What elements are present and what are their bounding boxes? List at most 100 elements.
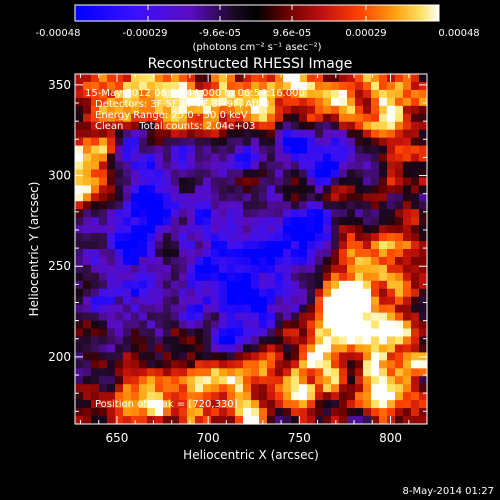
heatmap-cell: [227, 217, 236, 226]
heatmap-cell: [195, 121, 204, 131]
heatmap-cell: [275, 328, 284, 338]
heatmap-cell: [395, 113, 404, 123]
heatmap-cell: [107, 384, 116, 393]
heatmap-cell: [411, 105, 420, 115]
heatmap-cell: [83, 296, 92, 306]
heatmap-cell: [139, 97, 148, 107]
heatmap-cell: [307, 312, 316, 322]
heatmap-cell: [179, 193, 188, 202]
heatmap-cell: [411, 225, 420, 234]
heatmap-cell: [299, 408, 308, 417]
heatmap-cell: [83, 121, 92, 131]
heatmap-cell: [139, 344, 148, 353]
heatmap-cell: [339, 105, 348, 115]
heatmap-cell: [131, 241, 140, 250]
heatmap-cell: [331, 201, 340, 210]
heatmap-cell: [91, 408, 100, 417]
heatmap-cell: [419, 344, 428, 353]
heatmap-cell: [323, 264, 332, 274]
heatmap-cell: [243, 233, 252, 242]
heatmap-cell: [403, 217, 412, 226]
heatmap-cell: [387, 105, 396, 115]
heatmap-cell: [275, 225, 284, 234]
heatmap-cell: [211, 352, 220, 361]
heatmap-cell: [195, 320, 204, 330]
heatmap-cell: [91, 217, 100, 226]
annotation-detectors: Detectors: 3F 5F 6F 7F 8F 9F, Att 0: [95, 99, 269, 110]
heatmap-cell: [163, 121, 172, 131]
heatmap-cell: [123, 344, 132, 353]
heatmap-cell: [347, 145, 356, 155]
heatmap-cell: [147, 264, 156, 274]
heatmap-cell: [99, 137, 108, 147]
heatmap-cell: [139, 225, 148, 234]
heatmap-cell: [315, 256, 324, 266]
heatmap-cell: [235, 312, 244, 322]
heatmap-cell: [171, 233, 180, 242]
heatmap-cell: [411, 280, 420, 290]
heatmap-cell: [139, 129, 148, 139]
heatmap-cell: [227, 105, 236, 115]
heatmap-cell: [403, 193, 412, 202]
heatmap-cell: [307, 217, 316, 226]
heatmap-cell: [211, 89, 220, 99]
heatmap-cell: [219, 161, 228, 171]
heatmap-cell: [155, 328, 164, 338]
heatmap-cell: [99, 280, 108, 290]
heatmap-cell: [115, 336, 124, 346]
heatmap-cell: [379, 368, 388, 377]
heatmap-cell: [179, 89, 188, 99]
heatmap-cell: [283, 368, 292, 377]
heatmap-cell: [267, 304, 276, 314]
heatmap-cell: [251, 249, 260, 258]
heatmap-cell: [155, 336, 164, 346]
heatmap-cell: [235, 352, 244, 361]
heatmap-cell: [307, 392, 316, 401]
heatmap-cell: [163, 169, 172, 178]
heatmap-cell: [411, 392, 420, 401]
heatmap-cell: [211, 344, 220, 353]
heatmap-cell: [171, 312, 180, 322]
heatmap-cell: [355, 376, 364, 385]
heatmap-cell: [219, 400, 228, 409]
heatmap-cell: [315, 384, 324, 393]
heatmap-cell: [147, 336, 156, 346]
heatmap-cell: [275, 368, 284, 377]
heatmap-cell: [139, 384, 148, 393]
heatmap-cell: [235, 280, 244, 290]
heatmap-cell: [395, 360, 404, 369]
heatmap-cell: [371, 344, 380, 353]
heatmap-cell: [195, 193, 204, 202]
heatmap-cell: [227, 344, 236, 353]
heatmap-cell: [283, 81, 292, 91]
heatmap-cell: [131, 105, 140, 115]
heatmap-cell: [83, 161, 92, 171]
heatmap-cell: [147, 113, 156, 123]
colorbar-tick-label: -9.6e-05: [199, 28, 241, 39]
heatmap-cell: [147, 201, 156, 210]
heatmap-cell: [307, 161, 316, 171]
heatmap-cell: [299, 328, 308, 338]
heatmap-cell: [235, 296, 244, 306]
heatmap-cell: [315, 328, 324, 338]
heatmap-cell: [147, 392, 156, 401]
heatmap-cell: [371, 209, 380, 218]
heatmap-cell: [179, 368, 188, 377]
heatmap-cell: [299, 169, 308, 178]
heatmap-cell: [131, 304, 140, 314]
heatmap-cell: [187, 129, 196, 139]
heatmap-cell: [363, 408, 372, 417]
heatmap-cell: [395, 376, 404, 385]
heatmap-cell: [267, 89, 276, 99]
heatmap-cell: [283, 312, 292, 322]
heatmap-cell: [115, 129, 124, 139]
heatmap-cell: [91, 368, 100, 377]
heatmap-cell: [139, 161, 148, 171]
heatmap-cell: [91, 264, 100, 274]
heatmap-cell: [387, 320, 396, 330]
heatmap-cell: [251, 105, 260, 115]
heatmap-cell: [323, 169, 332, 178]
heatmap-cell: [291, 272, 300, 282]
heatmap-cell: [339, 225, 348, 234]
heatmap-cell: [131, 145, 140, 155]
